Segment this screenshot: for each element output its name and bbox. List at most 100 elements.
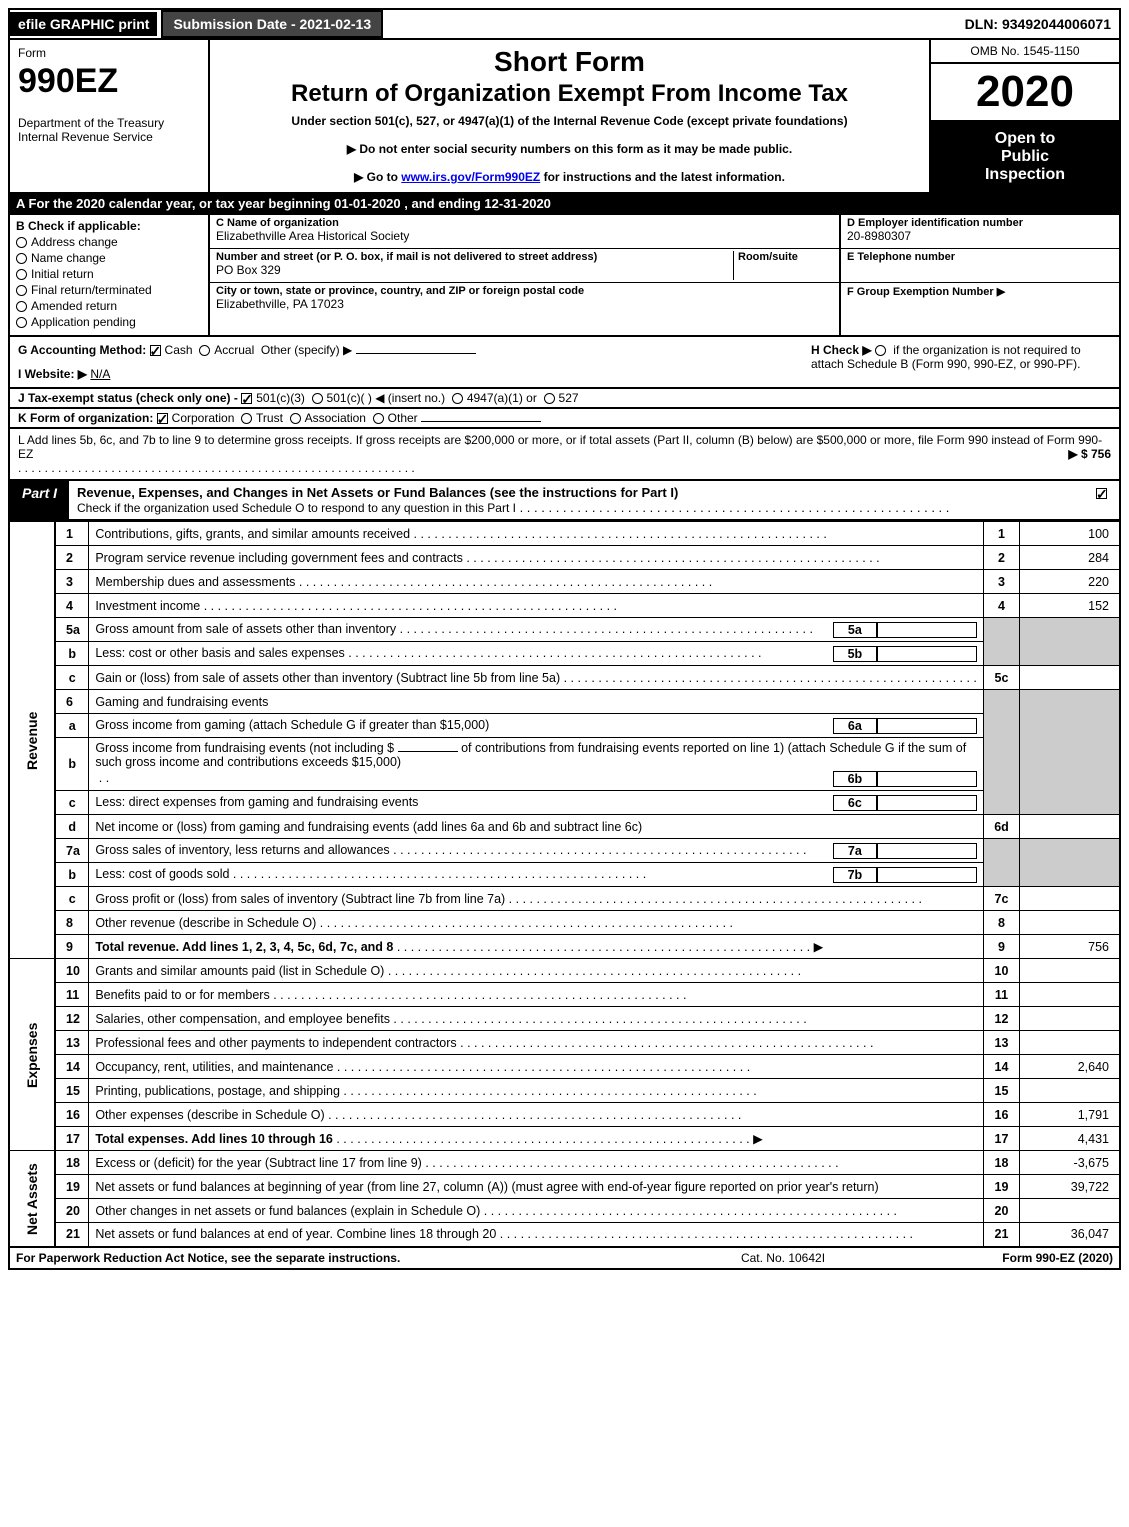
top-bar: efile GRAPHIC print Submission Date - 20… bbox=[8, 8, 1121, 40]
line15-desc: Printing, publications, postage, and shi… bbox=[89, 1079, 984, 1103]
lbl-amended-return: Amended return bbox=[31, 299, 117, 313]
shade-5ab-amt bbox=[1020, 618, 1120, 666]
row-l: L Add lines 5b, 6c, and 7b to line 9 to … bbox=[8, 429, 1121, 481]
chk-association[interactable] bbox=[290, 413, 301, 424]
shade-6abc-amt bbox=[1020, 690, 1120, 815]
chk-501c3[interactable] bbox=[241, 393, 252, 404]
line9-desc-wrap: Total revenue. Add lines 1, 2, 3, 4, 5c,… bbox=[89, 935, 984, 959]
line20-num: 20 bbox=[55, 1199, 89, 1223]
chk-amended-return[interactable] bbox=[16, 301, 27, 312]
line14-box: 14 bbox=[983, 1055, 1019, 1079]
line5a-desc-wrap: Gross amount from sale of assets other t… bbox=[89, 618, 984, 642]
entity-block: B Check if applicable: Address change Na… bbox=[8, 215, 1121, 337]
open-line3: Inspection bbox=[937, 166, 1113, 184]
chk-schedule-o[interactable] bbox=[1096, 488, 1107, 499]
part1-title-wrap: Revenue, Expenses, and Changes in Net As… bbox=[69, 481, 1088, 519]
line10-box: 10 bbox=[983, 959, 1019, 983]
other-method-input[interactable] bbox=[356, 353, 476, 354]
line5a-midamt[interactable] bbox=[877, 622, 977, 638]
chk-cash[interactable] bbox=[150, 345, 161, 356]
line17-num: 17 bbox=[55, 1127, 89, 1151]
line10-num: 10 bbox=[55, 959, 89, 983]
j-label: J Tax-exempt status (check only one) - bbox=[18, 391, 238, 405]
chk-application-pending[interactable] bbox=[16, 317, 27, 328]
line6a-midamt[interactable] bbox=[877, 718, 977, 734]
line16-amt: 1,791 bbox=[1020, 1103, 1120, 1127]
line6b-midbox: 6b bbox=[833, 771, 877, 787]
line7a-midamt[interactable] bbox=[877, 843, 977, 859]
line6b-blank[interactable] bbox=[398, 751, 458, 752]
footer-catno: Cat. No. 10642I bbox=[653, 1251, 913, 1265]
line11-amt bbox=[1020, 983, 1120, 1007]
efile-label[interactable]: efile GRAPHIC print bbox=[10, 12, 157, 36]
chk-trust[interactable] bbox=[241, 413, 252, 424]
line5b-desc-wrap: Less: cost or other basis and sales expe… bbox=[89, 642, 984, 666]
chk-initial-return[interactable] bbox=[16, 269, 27, 280]
line20-desc: Other changes in net assets or fund bala… bbox=[89, 1199, 984, 1223]
g-label: G Accounting Method: bbox=[18, 343, 146, 357]
line20-amt bbox=[1020, 1199, 1120, 1223]
line15-box: 15 bbox=[983, 1079, 1019, 1103]
l-text: L Add lines 5b, 6c, and 7b to line 9 to … bbox=[18, 433, 1102, 461]
shade-7ab bbox=[983, 839, 1019, 887]
chk-name-change[interactable] bbox=[16, 253, 27, 264]
lbl-4947: 4947(a)(1) or bbox=[467, 391, 537, 405]
sidebar-revenue: Revenue bbox=[9, 522, 55, 959]
line7b-midamt[interactable] bbox=[877, 867, 977, 883]
short-form-title: Short Form bbox=[220, 46, 919, 78]
line6d-desc: Net income or (loss) from gaming and fun… bbox=[89, 815, 984, 839]
irs-link[interactable]: www.irs.gov/Form990EZ bbox=[401, 170, 540, 184]
chk-h[interactable] bbox=[875, 345, 886, 356]
line13-desc: Professional fees and other payments to … bbox=[89, 1031, 984, 1055]
dept-treasury: Department of the Treasury bbox=[18, 116, 200, 130]
warning-ssn: ▶ Do not enter social security numbers o… bbox=[220, 142, 919, 156]
line13-num: 13 bbox=[55, 1031, 89, 1055]
goto-line: ▶ Go to www.irs.gov/Form990EZ for instru… bbox=[220, 170, 919, 184]
line11-desc: Benefits paid to or for members bbox=[89, 983, 984, 1007]
line8-box: 8 bbox=[983, 911, 1019, 935]
lbl-trust: Trust bbox=[256, 411, 283, 425]
line13-box: 13 bbox=[983, 1031, 1019, 1055]
shade-6abc bbox=[983, 690, 1019, 815]
line5c-desc: Gain or (loss) from sale of assets other… bbox=[89, 666, 984, 690]
omb-number: OMB No. 1545-1150 bbox=[931, 40, 1119, 64]
f-label: F Group Exemption Number ▶ bbox=[847, 285, 1113, 298]
line12-desc: Salaries, other compensation, and employ… bbox=[89, 1007, 984, 1031]
footer-formid: Form 990-EZ (2020) bbox=[913, 1251, 1113, 1265]
line3-box: 3 bbox=[983, 570, 1019, 594]
lbl-initial-return: Initial return bbox=[31, 267, 94, 281]
goto-pre: ▶ Go to bbox=[354, 170, 401, 184]
chk-accrual[interactable] bbox=[199, 345, 210, 356]
chk-501c[interactable] bbox=[312, 393, 323, 404]
line17-desc: Total expenses. Add lines 10 through 16 bbox=[95, 1132, 333, 1146]
shade-5ab bbox=[983, 618, 1019, 666]
line6c-midamt[interactable] bbox=[877, 795, 977, 811]
chk-address-change[interactable] bbox=[16, 237, 27, 248]
lbl-cash: Cash bbox=[165, 343, 193, 357]
line6a-desc: Gross income from gaming (attach Schedul… bbox=[95, 718, 833, 734]
line3-desc: Membership dues and assessments bbox=[89, 570, 984, 594]
i-label: I Website: ▶ bbox=[18, 367, 87, 381]
column-b-checkboxes: B Check if applicable: Address change Na… bbox=[10, 215, 210, 335]
chk-corporation[interactable] bbox=[157, 413, 168, 424]
chk-other-org[interactable] bbox=[373, 413, 384, 424]
line5a-midbox: 5a bbox=[833, 622, 877, 638]
k-label: K Form of organization: bbox=[18, 411, 153, 425]
tax-year: 2020 bbox=[931, 64, 1119, 122]
chk-4947[interactable] bbox=[452, 393, 463, 404]
line21-desc: Net assets or fund balances at end of ye… bbox=[89, 1223, 984, 1247]
line5c-num: c bbox=[55, 666, 89, 690]
other-org-input[interactable] bbox=[421, 421, 541, 422]
line5b-midamt[interactable] bbox=[877, 646, 977, 662]
line5c-box: 5c bbox=[983, 666, 1019, 690]
line14-amt: 2,640 bbox=[1020, 1055, 1120, 1079]
chk-527[interactable] bbox=[544, 393, 555, 404]
b-label: B Check if applicable: bbox=[16, 219, 202, 233]
line18-amt: -3,675 bbox=[1020, 1151, 1120, 1175]
line6b-num: b bbox=[55, 738, 89, 791]
header-center: Short Form Return of Organization Exempt… bbox=[210, 40, 929, 192]
line10-desc: Grants and similar amounts paid (list in… bbox=[89, 959, 984, 983]
line19-desc: Net assets or fund balances at beginning… bbox=[89, 1175, 984, 1199]
chk-final-return[interactable] bbox=[16, 285, 27, 296]
line6b-midamt[interactable] bbox=[877, 771, 977, 787]
